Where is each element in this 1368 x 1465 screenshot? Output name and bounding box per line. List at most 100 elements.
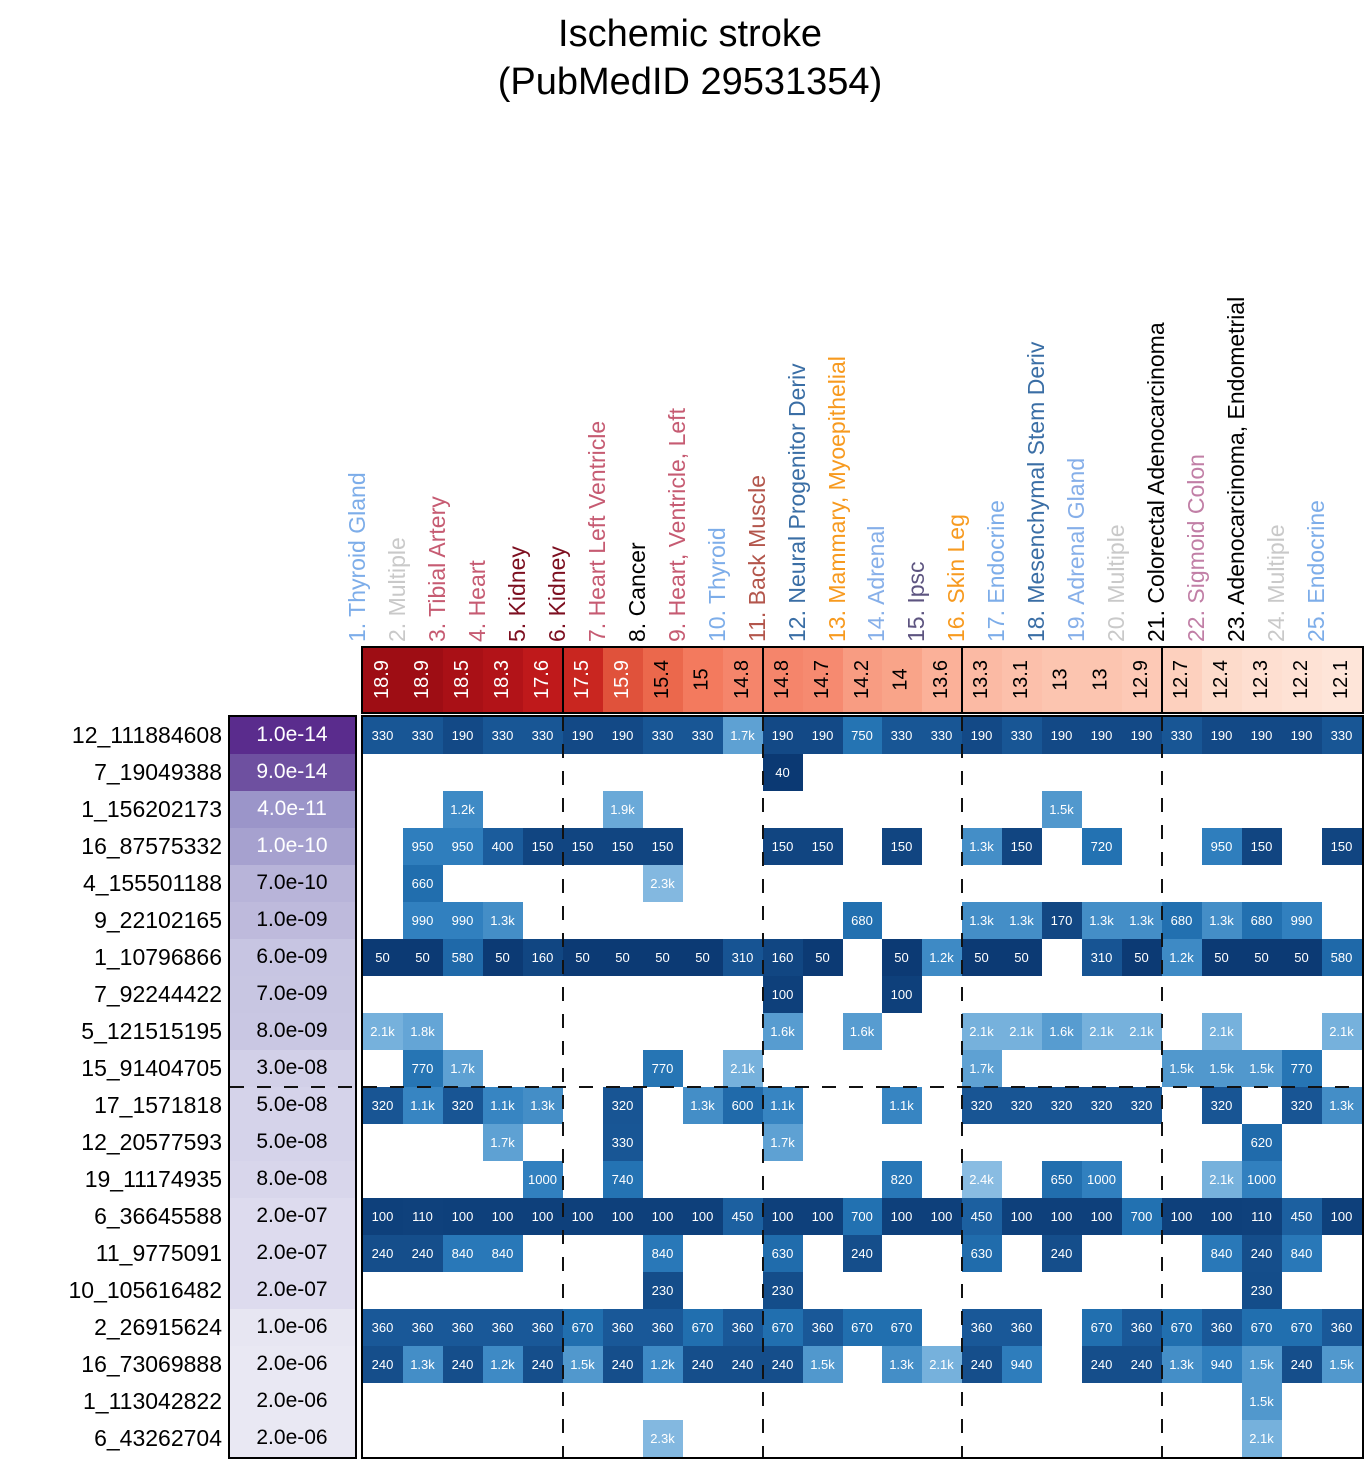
heatmap-cell: 1.7k (722, 716, 763, 754)
heatmap-cell: 100 (442, 1197, 483, 1235)
pvalue-cell: 2.0e-07 (229, 1271, 355, 1309)
heatmap-cell: 1.3k (1321, 1086, 1362, 1124)
heatmap-cell: 950 (442, 827, 483, 865)
heatmap-cell: 990 (402, 901, 443, 939)
heatmap-cell: 190 (442, 716, 483, 754)
heatmap-cell: 100 (482, 1197, 523, 1235)
heatmap-cell: 330 (402, 716, 443, 754)
heatmap-cell: 330 (522, 716, 563, 754)
column-label: 9. Heart, Ventricle, Left (663, 408, 690, 642)
heatmap-cell: 660 (402, 864, 443, 902)
heatmap-cell: 100 (881, 975, 922, 1013)
heatmap-cell: 2.1k (921, 1345, 962, 1383)
row-label: 17_1571818 (94, 1092, 222, 1118)
column-score-value: 18.3 (491, 660, 513, 699)
heatmap-cell: 360 (362, 1308, 403, 1346)
heatmap-cell: 50 (362, 938, 403, 976)
heatmap-cell: 1.3k (402, 1345, 443, 1383)
heatmap-cell: 2.3k (642, 1419, 683, 1457)
column-label: 18. Mesenchymal Stem Deriv (1023, 341, 1050, 642)
heatmap-cell: 840 (482, 1234, 523, 1272)
heatmap-cell: 360 (1201, 1308, 1242, 1346)
heatmap-cell: 2.4k (961, 1160, 1002, 1198)
heatmap-cell: 990 (442, 901, 483, 939)
heatmap-cell: 1.5k (1321, 1345, 1362, 1383)
heatmap-cell: 330 (921, 716, 962, 754)
row-label: 15_91404705 (81, 1055, 222, 1081)
column-label: 10. Thyroid (703, 527, 730, 642)
heatmap-cell: 50 (881, 938, 922, 976)
heatmap-cell: 330 (881, 716, 922, 754)
heatmap-cell: 110 (1241, 1197, 1282, 1235)
heatmap-cell: 1.3k (1161, 1345, 1202, 1383)
heatmap-cell: 100 (1041, 1197, 1082, 1235)
pvalue-cell: 9.0e-14 (229, 753, 355, 791)
row-label: 16_73069888 (81, 1351, 222, 1377)
heatmap-cell: 630 (762, 1234, 803, 1272)
column-label: 20. Multiple (1103, 524, 1130, 642)
heatmap-cell: 820 (881, 1160, 922, 1198)
heatmap-cell: 450 (722, 1197, 763, 1235)
heatmap-cell: 1000 (522, 1160, 563, 1198)
heatmap-cell: 100 (1161, 1197, 1202, 1235)
heatmap-cell: 100 (802, 1197, 843, 1235)
column-score-cell: 13 (1081, 647, 1122, 712)
heatmap-cell: 600 (722, 1086, 763, 1124)
heatmap-cell: 680 (1241, 901, 1282, 939)
row-label: 19_11174935 (84, 1166, 222, 1192)
significance-divider-dashed (229, 1085, 355, 1088)
heatmap-cell: 990 (1281, 901, 1322, 939)
heatmap-cell: 190 (1081, 716, 1122, 754)
heatmap-cell: 940 (1001, 1345, 1042, 1383)
row-label: 12_111884608 (71, 722, 222, 748)
heatmap-cell: 750 (842, 716, 882, 754)
heatmap-cell: 330 (642, 716, 683, 754)
heatmap-cell: 330 (602, 1123, 643, 1161)
heatmap-cell: 240 (1241, 1234, 1282, 1272)
column-score-cell: 13.6 (921, 647, 962, 712)
heatmap-cell: 50 (1121, 938, 1162, 976)
heatmap-cell: 680 (842, 901, 882, 939)
column-score-value: 12.9 (1130, 660, 1152, 699)
heatmap-cell: 360 (722, 1308, 763, 1346)
heatmap-cell: 400 (482, 827, 523, 865)
score-bar-group-divider (960, 647, 963, 712)
heatmap-cell: 100 (562, 1197, 603, 1235)
heatmap-cell: 740 (602, 1160, 643, 1198)
column-score-cell: 14.7 (802, 647, 843, 712)
column-score-cell: 15.4 (642, 647, 683, 712)
heatmap-cell: 360 (802, 1308, 843, 1346)
pvalue-cell: 1.0e-10 (229, 827, 355, 865)
column-label: 11. Back Muscle (743, 474, 770, 642)
heatmap-cell: 450 (961, 1197, 1002, 1235)
column-score-value: 12.7 (1170, 660, 1192, 699)
column-score-cell: 17.5 (562, 647, 603, 712)
chart-title: Ischemic stroke (PubMedID 29531354) (190, 10, 1190, 106)
heatmap-cell: 320 (961, 1086, 1002, 1124)
column-label: 4. Heart (463, 560, 490, 642)
heatmap-cell: 360 (482, 1308, 523, 1346)
heatmap-cell: 100 (1081, 1197, 1122, 1235)
heatmap-cell: 360 (1121, 1308, 1162, 1346)
column-label: 19. Adrenal Gland (1063, 457, 1090, 642)
column-score-cell: 12.4 (1201, 647, 1242, 712)
row-label: 6_43262704 (94, 1425, 222, 1451)
heatmap-grid: 330 330 190 330 330 190 190 330 330 1.7k 190 190 750… (360, 714, 1364, 1459)
heatmap-cell: 240 (442, 1345, 483, 1383)
heatmap-cell: 240 (842, 1234, 882, 1272)
heatmap-cell: 320 (362, 1086, 403, 1124)
column-score-cell: 12.2 (1281, 647, 1322, 712)
heatmap-cell: 670 (1081, 1308, 1122, 1346)
heatmap-cell: 1.3k (1121, 901, 1162, 939)
score-bar-group-divider (1160, 647, 1163, 712)
score-bar-group-divider (761, 647, 764, 712)
heatmap-cell: 190 (562, 716, 603, 754)
heatmap-cell: 1.2k (921, 938, 962, 976)
heatmap-cell: 1.2k (442, 790, 483, 828)
pvalue-cell: 2.0e-06 (229, 1382, 355, 1420)
heatmap-cell: 100 (1321, 1197, 1362, 1235)
heatmap-cell: 1.1k (482, 1086, 523, 1124)
column-score-cell: 18.9 (362, 647, 403, 712)
heatmap-cell: 1.5k (1201, 1049, 1242, 1087)
heatmap-cell: 50 (402, 938, 443, 976)
